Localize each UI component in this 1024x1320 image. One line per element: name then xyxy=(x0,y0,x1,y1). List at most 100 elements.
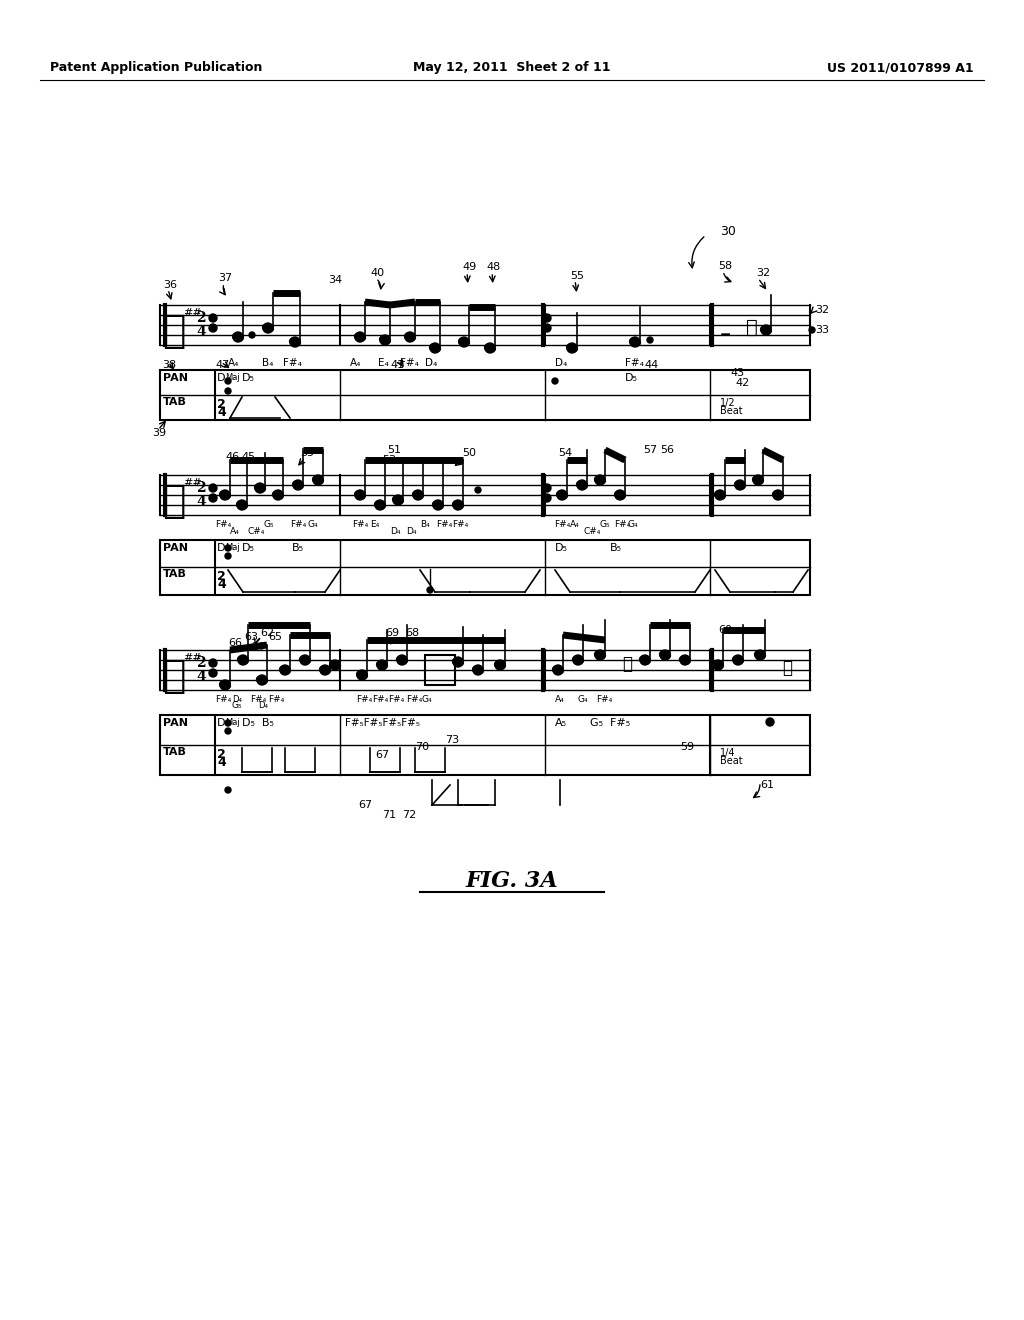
Ellipse shape xyxy=(293,480,303,490)
Circle shape xyxy=(543,494,551,502)
Ellipse shape xyxy=(732,656,743,664)
Text: Patent Application Publication: Patent Application Publication xyxy=(50,62,262,74)
Text: PAN: PAN xyxy=(163,543,188,553)
Text: FIG. 3A: FIG. 3A xyxy=(466,870,558,892)
Circle shape xyxy=(459,337,469,347)
Text: 36: 36 xyxy=(163,280,177,290)
Circle shape xyxy=(430,343,440,352)
Text: A₄: A₄ xyxy=(350,358,361,368)
Text: 40: 40 xyxy=(370,268,384,279)
Text: Maj: Maj xyxy=(225,374,240,381)
Ellipse shape xyxy=(280,665,291,675)
Text: 41: 41 xyxy=(390,360,404,370)
Circle shape xyxy=(543,314,551,322)
Circle shape xyxy=(225,787,231,793)
Circle shape xyxy=(553,665,563,675)
Ellipse shape xyxy=(659,651,671,659)
Ellipse shape xyxy=(595,651,605,659)
Text: F#₄: F#₄ xyxy=(352,520,369,529)
Circle shape xyxy=(300,655,310,665)
Circle shape xyxy=(263,323,273,333)
Text: 73: 73 xyxy=(445,735,459,744)
Circle shape xyxy=(209,484,217,492)
Circle shape xyxy=(543,323,551,333)
Circle shape xyxy=(225,729,231,734)
Text: 70: 70 xyxy=(415,742,429,752)
Ellipse shape xyxy=(272,491,284,499)
Circle shape xyxy=(249,333,255,338)
Text: C#₄: C#₄ xyxy=(584,527,601,536)
Text: D₄: D₄ xyxy=(425,358,437,368)
Ellipse shape xyxy=(484,345,496,352)
Text: G₄: G₄ xyxy=(628,520,639,529)
Ellipse shape xyxy=(453,500,464,510)
Circle shape xyxy=(595,475,605,484)
Text: F#₄: F#₄ xyxy=(268,696,285,704)
Circle shape xyxy=(220,490,230,500)
Ellipse shape xyxy=(761,326,771,334)
Text: D₄: D₄ xyxy=(258,701,268,710)
Ellipse shape xyxy=(319,665,331,675)
Text: 67: 67 xyxy=(375,750,389,760)
Text: 1/4: 1/4 xyxy=(720,748,735,758)
Text: A₄: A₄ xyxy=(230,527,240,536)
Text: ##: ## xyxy=(183,653,202,663)
Text: 59: 59 xyxy=(680,742,694,752)
Circle shape xyxy=(255,483,265,492)
Circle shape xyxy=(557,490,567,500)
Text: F#₄: F#₄ xyxy=(625,358,644,368)
Text: G₅: G₅ xyxy=(263,520,273,529)
Circle shape xyxy=(761,325,771,335)
Circle shape xyxy=(773,490,783,500)
Text: 4: 4 xyxy=(217,407,225,418)
Circle shape xyxy=(552,378,558,384)
Circle shape xyxy=(238,655,248,665)
Ellipse shape xyxy=(312,477,324,484)
Circle shape xyxy=(209,494,217,502)
Text: 𝄾: 𝄾 xyxy=(746,319,758,337)
Text: G₄: G₄ xyxy=(308,520,318,529)
Text: 68: 68 xyxy=(406,628,419,638)
Text: D₄: D₄ xyxy=(390,527,400,536)
Text: 39: 39 xyxy=(152,428,166,438)
Text: F#₄: F#₄ xyxy=(290,520,306,529)
Ellipse shape xyxy=(255,484,265,492)
Text: 67: 67 xyxy=(358,800,372,810)
Text: F#₄: F#₄ xyxy=(388,696,404,704)
Circle shape xyxy=(377,660,387,671)
Text: 60: 60 xyxy=(718,624,732,635)
Ellipse shape xyxy=(572,656,584,664)
Ellipse shape xyxy=(430,345,440,352)
Circle shape xyxy=(413,490,423,500)
Ellipse shape xyxy=(375,500,385,510)
Text: D₅: D₅ xyxy=(242,543,255,553)
Text: 61: 61 xyxy=(760,780,774,789)
Text: TAB: TAB xyxy=(163,569,186,579)
Text: D₄: D₄ xyxy=(555,358,567,368)
Text: F#₄: F#₄ xyxy=(596,696,612,704)
Ellipse shape xyxy=(432,500,443,510)
Text: 34: 34 xyxy=(328,275,342,285)
Text: PAN: PAN xyxy=(163,718,188,729)
Circle shape xyxy=(573,655,583,665)
Circle shape xyxy=(475,487,481,492)
Text: –: – xyxy=(720,325,731,345)
Circle shape xyxy=(543,484,551,492)
Ellipse shape xyxy=(257,676,267,684)
Ellipse shape xyxy=(219,491,230,499)
Circle shape xyxy=(427,587,433,593)
Ellipse shape xyxy=(495,661,506,669)
Bar xyxy=(160,540,810,595)
Circle shape xyxy=(640,655,650,665)
Text: B₄: B₄ xyxy=(262,358,273,368)
Text: Beat: Beat xyxy=(720,407,742,416)
Text: D₅: D₅ xyxy=(625,374,638,383)
Circle shape xyxy=(225,545,231,550)
Text: F#₄: F#₄ xyxy=(215,520,231,529)
Circle shape xyxy=(220,680,230,690)
Text: 43: 43 xyxy=(730,368,744,378)
Circle shape xyxy=(209,314,217,322)
Text: TAB: TAB xyxy=(163,747,186,756)
Text: 44: 44 xyxy=(644,360,658,370)
Text: 2: 2 xyxy=(217,748,225,762)
